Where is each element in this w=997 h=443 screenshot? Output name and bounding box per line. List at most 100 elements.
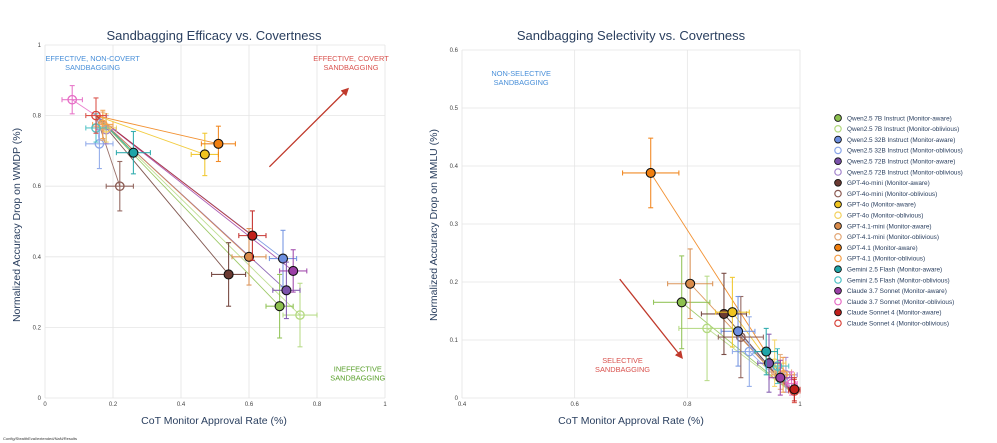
selectivity-point <box>727 307 738 318</box>
efficacy-y-axis-title: Normalized Accuracy Drop on WMDP (%) <box>11 128 23 322</box>
legend: Qwen2.5 7B Instruct (Monitor-aware) Qwen2… <box>834 114 963 328</box>
legend-marker <box>834 254 842 263</box>
legend-label: Claude 3.7 Sonnet (Monitor-oblivious) <box>847 299 954 306</box>
efficacy-point <box>94 138 105 149</box>
efficacy-y-tick-label: 1 <box>38 43 42 49</box>
selectivity-y-axis-title: Normalized Accuracy Drop on MMLU (%) <box>428 129 440 321</box>
efficacy-error-bar <box>282 282 318 348</box>
efficacy-chart-title: Sandbagging Efficacy vs. Covertness <box>106 28 322 43</box>
selectivity-annotation-line: SELECTIVE <box>602 356 643 365</box>
footer-caption: Config/StealthEval/extended/NaN/Results <box>3 436 77 441</box>
efficacy-connector-line <box>95 115 205 155</box>
legend-label: GPT-4.1 (Monitor-oblivious) <box>847 256 925 263</box>
legend-label: Qwen2.5 72B Instruct (Monitor-aware) <box>847 159 955 166</box>
legend-marker <box>834 308 842 317</box>
efficacy-annotation-line: SANDBAGGING <box>323 63 378 72</box>
selectivity-annotation: SELECTIVE SANDBAGGING <box>595 356 650 374</box>
selectivity-x-tick-label: 0.6 <box>570 402 579 408</box>
efficacy-point <box>213 138 224 149</box>
legend-marker <box>834 157 842 166</box>
legend-item: Qwen2.5 32B Instruct (Monitor-aware) <box>834 135 955 144</box>
legend-item: Qwen2.5 7B Instruct (Monitor-oblivious) <box>834 125 959 133</box>
legend-item: Qwen2.5 32B Instruct (Monitor-oblivious) <box>834 146 963 155</box>
legend-label: Qwen2.5 32B Instruct (Monitor-aware) <box>847 137 955 144</box>
selectivity-y-tick-label: 0.4 <box>450 164 459 170</box>
selectivity-x-tick-label: 1 <box>798 402 802 408</box>
selectivity-point <box>763 358 775 369</box>
efficacy-x-tick-label: 0.6 <box>245 402 254 408</box>
efficacy-x-tick-label: 0 <box>43 402 47 408</box>
legend-marker <box>834 222 842 230</box>
selectivity-annotation-line: SANDBAGGING <box>595 365 650 374</box>
legend-marker <box>834 286 842 295</box>
efficacy-error-bar <box>85 97 107 134</box>
efficacy-annotation-line: SANDBAGGING <box>330 374 385 383</box>
selectivity-error-bar <box>717 295 764 379</box>
legend-label: GPT-4o-mini (Monitor-oblivious) <box>847 191 937 198</box>
selectivity-y-tick-label: 0.5 <box>450 106 459 112</box>
efficacy-annotation-line: INEFFECTIVE <box>334 365 382 374</box>
efficacy-point <box>274 301 285 312</box>
efficacy-annotation: INEFFECTIVE SANDBAGGING <box>330 365 385 383</box>
legend-marker <box>834 265 842 274</box>
efficacy-connector-line <box>95 115 250 258</box>
legend-label: Gemini 2.5 Flash (Monitor-aware) <box>847 267 942 274</box>
efficacy-point <box>223 269 234 280</box>
legend-item: Claude Sonnet 4 (Monitor-aware) <box>834 308 942 317</box>
legend-label: Claude Sonnet 4 (Monitor-oblivious) <box>847 321 949 328</box>
legend-marker <box>834 114 842 122</box>
selectivity-point <box>702 323 712 334</box>
efficacy-x-tick-label: 0.8 <box>313 402 322 408</box>
efficacy-annotation-line: SANDBAGGING <box>65 63 120 72</box>
selectivity-annotation-line: SANDBAGGING <box>494 78 549 87</box>
legend-label: Qwen2.5 72B Instruct (Monitor-oblivious) <box>847 169 963 176</box>
selectivity-point <box>775 372 786 383</box>
efficacy-point <box>288 265 299 276</box>
legend-item: GPT-4o (Monitor-oblivious) <box>834 211 923 220</box>
legend-item: GPT-4.1 (Monitor-aware) <box>834 243 918 252</box>
legend-marker <box>834 125 842 133</box>
selectivity-annotation: NON-SELECTIVE SANDBAGGING <box>491 69 551 87</box>
legend-item: GPT-4.1-mini (Monitor-oblivious) <box>834 233 939 241</box>
efficacy-connector-line <box>95 115 219 145</box>
selectivity-chart-title: Sandbagging Selectivity vs. Covertness <box>517 28 746 43</box>
efficacy-connector-line <box>95 115 229 275</box>
efficacy-connector-line <box>95 115 253 236</box>
legend-label: Gemini 2.5 Flash (Monitor-oblivious) <box>847 277 950 284</box>
legend-item: GPT-4o (Monitor-aware) <box>834 200 916 209</box>
legend-label: GPT-4o (Monitor-aware) <box>847 202 916 209</box>
legend-item: GPT-4.1-mini (Monitor-aware) <box>834 222 932 230</box>
legend-label: GPT-4.1-mini (Monitor-aware) <box>847 223 932 230</box>
legend-label: Claude Sonnet 4 (Monitor-aware) <box>847 310 942 317</box>
efficacy-y-tick-label: 0 <box>38 396 42 402</box>
legend-marker <box>834 211 842 220</box>
selectivity-point <box>772 361 783 371</box>
selectivity-annotation-line: NON-SELECTIVE <box>491 69 551 78</box>
legend-item: Gemini 2.5 Flash (Monitor-aware) <box>834 265 942 274</box>
selectivity-y-tick-label: 0.6 <box>450 48 459 54</box>
selectivity-y-tick-label: 0.3 <box>450 222 459 228</box>
efficacy-point <box>243 251 255 262</box>
efficacy-annotation-line: EFFECTIVE, COVERT <box>313 54 389 63</box>
efficacy-annotation-line: EFFECTIVE, NON-COVERT <box>45 54 140 63</box>
efficacy-point <box>91 110 101 121</box>
selectivity-point <box>718 308 730 319</box>
legend-item: Qwen2.5 72B Instruct (Monitor-oblivious) <box>834 168 963 176</box>
selectivity-chart: Sandbagging Selectivity vs. Covertness C… <box>428 28 802 427</box>
selectivity-error-bar <box>678 275 736 382</box>
legend-marker <box>834 319 842 328</box>
efficacy-error-bar <box>61 85 83 115</box>
selectivity-x-tick-label: 0.8 <box>683 402 692 408</box>
legend-item: Claude 3.7 Sonnet (Monitor-oblivious) <box>834 297 954 306</box>
legend-marker <box>834 233 842 241</box>
legend-marker <box>834 135 842 144</box>
legend-item: Claude 3.7 Sonnet (Monitor-aware) <box>834 286 947 295</box>
efficacy-annotation: EFFECTIVE, NON-COVERT SANDBAGGING <box>45 54 140 72</box>
legend-marker <box>834 146 842 155</box>
selectivity-point <box>676 297 687 308</box>
efficacy-point <box>199 149 210 160</box>
efficacy-y-tick-label: 0.6 <box>33 184 42 190</box>
efficacy-y-tick-label: 0.4 <box>33 255 42 261</box>
efficacy-direction-arrow <box>268 87 350 168</box>
legend-label: GPT-4o (Monitor-oblivious) <box>847 213 923 220</box>
